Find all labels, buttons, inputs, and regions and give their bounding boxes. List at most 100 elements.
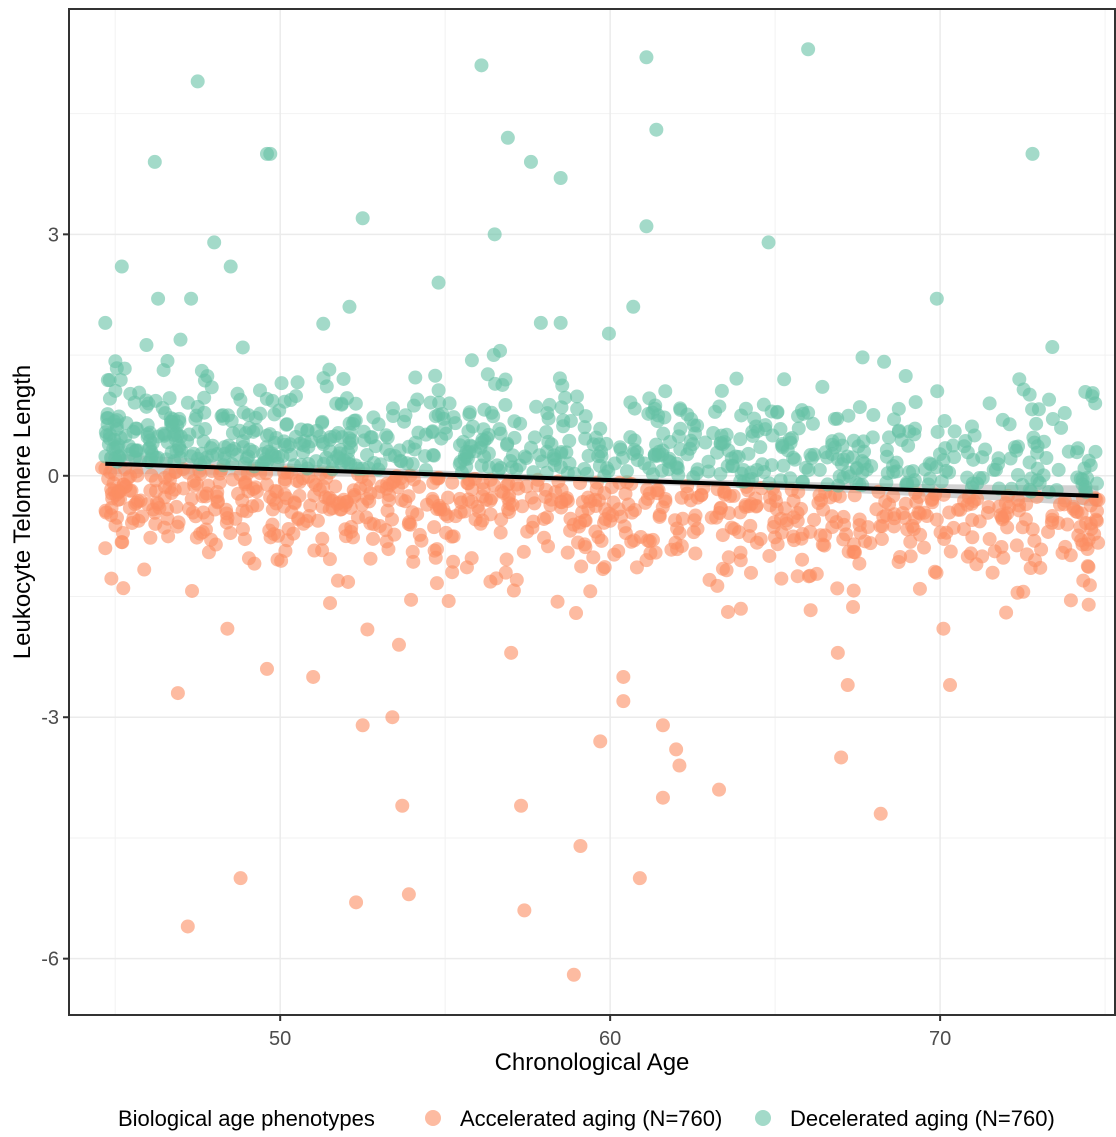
point-accelerated: [239, 504, 254, 519]
point-decelerated: [1078, 384, 1093, 399]
point-accelerated: [281, 521, 296, 536]
point-decelerated: [301, 439, 316, 454]
point-accelerated: [569, 606, 584, 621]
point-decelerated: [249, 423, 264, 438]
point-accelerated: [541, 539, 556, 554]
point-accelerated: [847, 488, 862, 503]
point-decelerated: [846, 433, 861, 448]
point-accelerated: [366, 531, 381, 546]
point-decelerated: [580, 466, 595, 481]
trend-line-layer: [105, 461, 1099, 498]
point-decelerated: [151, 291, 166, 306]
point-decelerated: [714, 383, 729, 398]
point-accelerated: [1070, 505, 1085, 520]
point-decelerated: [626, 299, 641, 314]
point-accelerated: [744, 565, 759, 580]
point-accelerated: [813, 528, 828, 543]
point-accelerated: [350, 510, 365, 525]
point-decelerated: [1078, 479, 1093, 494]
point-decelerated: [908, 395, 923, 410]
legend-key-accelerated: [425, 1110, 441, 1126]
point-accelerated: [550, 594, 565, 609]
point-decelerated: [474, 58, 489, 73]
point-accelerated: [384, 512, 399, 527]
point-decelerated: [355, 211, 370, 226]
point-accelerated: [137, 562, 152, 577]
point-accelerated: [869, 502, 884, 517]
point-accelerated: [638, 495, 653, 510]
point-accelerated: [1089, 513, 1104, 528]
point-decelerated: [263, 146, 278, 161]
point-accelerated: [427, 520, 442, 535]
point-accelerated: [526, 514, 541, 529]
point-decelerated: [139, 338, 154, 353]
point-accelerated: [502, 496, 517, 511]
point-accelerated: [830, 581, 845, 596]
panel-border: [68, 8, 1116, 1016]
point-accelerated: [563, 511, 578, 526]
point-accelerated: [670, 542, 685, 557]
point-decelerated: [650, 414, 665, 429]
point-accelerated: [933, 525, 948, 540]
point-decelerated: [397, 414, 412, 429]
point-accelerated: [598, 502, 613, 517]
legend: Biological age phenotypes Accelerated ag…: [118, 1106, 1055, 1131]
point-decelerated: [552, 371, 567, 386]
legend-label-decelerated: Decelerated aging (N=760): [790, 1106, 1055, 1131]
point-decelerated: [805, 416, 820, 431]
point-decelerated: [937, 413, 952, 428]
point-accelerated: [846, 583, 861, 598]
y-tick-label: -3: [41, 707, 59, 729]
point-accelerated: [536, 511, 551, 526]
point-accelerated: [514, 798, 529, 813]
point-accelerated: [157, 520, 172, 535]
point-accelerated: [717, 484, 732, 499]
point-accelerated: [632, 871, 647, 886]
point-accelerated: [238, 475, 253, 490]
point-decelerated: [431, 275, 446, 290]
point-decelerated: [825, 434, 840, 449]
point-decelerated: [930, 384, 945, 399]
point-accelerated: [515, 499, 530, 514]
point-decelerated: [1007, 440, 1022, 455]
point-decelerated: [274, 376, 289, 391]
point-accelerated: [445, 475, 460, 490]
point-accelerated: [233, 871, 248, 886]
point-accelerated: [185, 505, 200, 520]
point-accelerated: [483, 574, 498, 589]
point-accelerated: [1091, 535, 1106, 550]
point-decelerated: [342, 299, 357, 314]
point-accelerated: [766, 520, 781, 535]
point-accelerated: [713, 500, 728, 515]
point-decelerated: [1045, 412, 1060, 427]
point-decelerated: [717, 435, 732, 450]
point-accelerated: [405, 505, 420, 520]
point-decelerated: [1030, 439, 1045, 454]
point-accelerated: [1058, 539, 1073, 554]
point-accelerated: [655, 718, 670, 733]
point-decelerated: [898, 368, 913, 383]
point-decelerated: [593, 421, 608, 436]
point-accelerated: [176, 481, 191, 496]
point-accelerated: [575, 505, 590, 520]
point-accelerated: [241, 551, 256, 566]
point-accelerated: [511, 481, 526, 496]
point-accelerated: [143, 530, 158, 545]
point-accelerated: [330, 573, 345, 588]
point-decelerated: [223, 259, 238, 274]
point-decelerated: [1029, 416, 1044, 431]
point-accelerated: [621, 497, 636, 512]
point-decelerated: [493, 343, 508, 358]
point-accelerated: [875, 519, 890, 534]
point-decelerated: [753, 440, 768, 455]
point-accelerated: [506, 583, 521, 598]
point-decelerated: [241, 408, 256, 423]
point-decelerated: [474, 458, 489, 473]
point-decelerated: [558, 390, 573, 405]
point-decelerated: [164, 415, 179, 430]
point-accelerated: [999, 605, 1014, 620]
point-accelerated: [694, 487, 709, 502]
point-accelerated: [715, 528, 730, 543]
point-decelerated: [879, 449, 894, 464]
point-accelerated: [721, 550, 736, 565]
